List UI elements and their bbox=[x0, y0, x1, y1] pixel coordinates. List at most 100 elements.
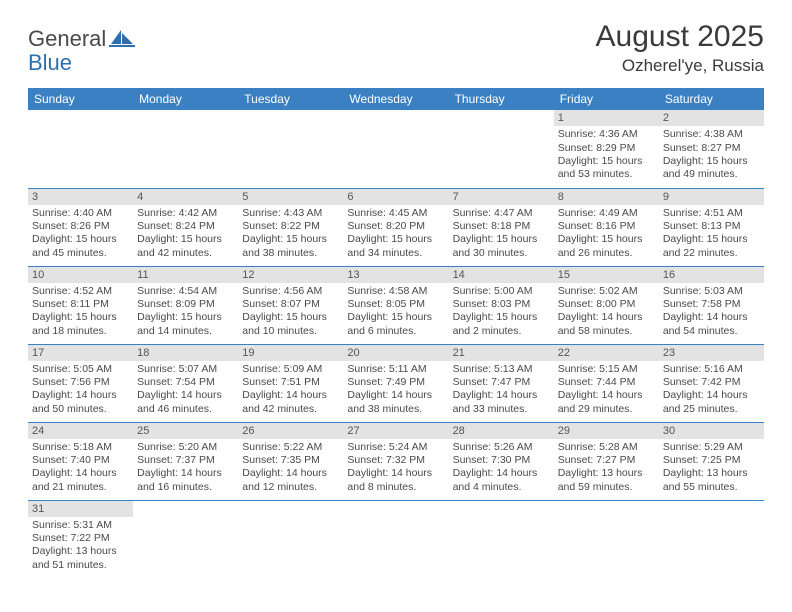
day-number: 30 bbox=[659, 423, 764, 439]
calendar-body: 1Sunrise: 4:36 AMSunset: 8:29 PMDaylight… bbox=[28, 110, 764, 578]
daylight-text: Daylight: 14 hours bbox=[453, 389, 550, 402]
sunrise-text: Sunrise: 4:58 AM bbox=[347, 285, 444, 298]
day-number: 12 bbox=[238, 267, 343, 283]
calendar-cell: 4Sunrise: 4:42 AMSunset: 8:24 PMDaylight… bbox=[133, 188, 238, 266]
month-title: August 2025 bbox=[596, 20, 764, 54]
daylight-text: Daylight: 14 hours bbox=[32, 389, 129, 402]
sunset-text: Sunset: 7:56 PM bbox=[32, 376, 129, 389]
sunset-text: Sunset: 8:18 PM bbox=[453, 220, 550, 233]
sunrise-text: Sunrise: 5:11 AM bbox=[347, 363, 444, 376]
sunset-text: Sunset: 8:00 PM bbox=[558, 298, 655, 311]
sunset-text: Sunset: 8:29 PM bbox=[558, 142, 655, 155]
daylight-text: and 58 minutes. bbox=[558, 325, 655, 338]
sunrise-text: Sunrise: 5:18 AM bbox=[32, 441, 129, 454]
daylight-text: and 51 minutes. bbox=[32, 559, 129, 572]
daylight-text: Daylight: 14 hours bbox=[663, 311, 760, 324]
day-number: 27 bbox=[343, 423, 448, 439]
calendar-cell: 16Sunrise: 5:03 AMSunset: 7:58 PMDayligh… bbox=[659, 266, 764, 344]
daylight-text: Daylight: 14 hours bbox=[558, 311, 655, 324]
calendar-cell: 8Sunrise: 4:49 AMSunset: 8:16 PMDaylight… bbox=[554, 188, 659, 266]
daylight-text: Daylight: 14 hours bbox=[347, 389, 444, 402]
calendar-cell: 18Sunrise: 5:07 AMSunset: 7:54 PMDayligh… bbox=[133, 344, 238, 422]
sunset-text: Sunset: 7:40 PM bbox=[32, 454, 129, 467]
daylight-text: Daylight: 14 hours bbox=[137, 389, 234, 402]
sunrise-text: Sunrise: 4:54 AM bbox=[137, 285, 234, 298]
calendar-cell: 21Sunrise: 5:13 AMSunset: 7:47 PMDayligh… bbox=[449, 344, 554, 422]
sunrise-text: Sunrise: 5:26 AM bbox=[453, 441, 550, 454]
calendar-cell: 10Sunrise: 4:52 AMSunset: 8:11 PMDayligh… bbox=[28, 266, 133, 344]
sunset-text: Sunset: 8:24 PM bbox=[137, 220, 234, 233]
sunset-text: Sunset: 7:58 PM bbox=[663, 298, 760, 311]
daylight-text: Daylight: 15 hours bbox=[242, 233, 339, 246]
calendar-cell bbox=[449, 110, 554, 188]
sunset-text: Sunset: 7:35 PM bbox=[242, 454, 339, 467]
day-number: 17 bbox=[28, 345, 133, 361]
calendar-cell: 25Sunrise: 5:20 AMSunset: 7:37 PMDayligh… bbox=[133, 422, 238, 500]
day-number: 23 bbox=[659, 345, 764, 361]
calendar-cell: 27Sunrise: 5:24 AMSunset: 7:32 PMDayligh… bbox=[343, 422, 448, 500]
daylight-text: Daylight: 15 hours bbox=[137, 233, 234, 246]
daylight-text: Daylight: 15 hours bbox=[558, 155, 655, 168]
daylight-text: Daylight: 14 hours bbox=[453, 467, 550, 480]
sunrise-text: Sunrise: 5:16 AM bbox=[663, 363, 760, 376]
calendar-cell: 20Sunrise: 5:11 AMSunset: 7:49 PMDayligh… bbox=[343, 344, 448, 422]
daylight-text: Daylight: 13 hours bbox=[558, 467, 655, 480]
title-block: August 2025 Ozherel'ye, Russia bbox=[596, 20, 764, 76]
day-number: 25 bbox=[133, 423, 238, 439]
sunset-text: Sunset: 7:37 PM bbox=[137, 454, 234, 467]
day-number: 29 bbox=[554, 423, 659, 439]
sunrise-text: Sunrise: 5:28 AM bbox=[558, 441, 655, 454]
sunrise-text: Sunrise: 5:31 AM bbox=[32, 519, 129, 532]
sunrise-text: Sunrise: 5:13 AM bbox=[453, 363, 550, 376]
day-number: 24 bbox=[28, 423, 133, 439]
daylight-text: and 6 minutes. bbox=[347, 325, 444, 338]
sunrise-text: Sunrise: 5:15 AM bbox=[558, 363, 655, 376]
day-number: 5 bbox=[238, 189, 343, 205]
sunrise-text: Sunrise: 4:56 AM bbox=[242, 285, 339, 298]
daylight-text: Daylight: 13 hours bbox=[663, 467, 760, 480]
daylight-text: and 53 minutes. bbox=[558, 168, 655, 181]
daylight-text: and 42 minutes. bbox=[137, 247, 234, 260]
sunrise-text: Sunrise: 5:02 AM bbox=[558, 285, 655, 298]
daylight-text: Daylight: 15 hours bbox=[558, 233, 655, 246]
sunrise-text: Sunrise: 5:24 AM bbox=[347, 441, 444, 454]
sunrise-text: Sunrise: 4:51 AM bbox=[663, 207, 760, 220]
daylight-text: Daylight: 15 hours bbox=[242, 311, 339, 324]
daylight-text: and 22 minutes. bbox=[663, 247, 760, 260]
calendar-week-row: 24 Sunrise: 5:18 AMSunset: 7:40 PM Dayligh… bbox=[28, 422, 764, 500]
weekday-header: Sunday bbox=[28, 88, 133, 110]
daylight-text: Daylight: 13 hours bbox=[32, 545, 129, 558]
sunrise-text: Sunrise: 4:49 AM bbox=[558, 207, 655, 220]
sunrise-text: Sunrise: 5:20 AM bbox=[137, 441, 234, 454]
daylight-text: and 29 minutes. bbox=[558, 403, 655, 416]
day-number: 19 bbox=[238, 345, 343, 361]
calendar-header-row: Sunday Monday Tuesday Wednesday Thursday… bbox=[28, 88, 764, 110]
daylight-text: Daylight: 14 hours bbox=[242, 389, 339, 402]
sunrise-text: Sunrise: 4:47 AM bbox=[453, 207, 550, 220]
calendar-week-row: 10Sunrise: 4:52 AMSunset: 8:11 PMDayligh… bbox=[28, 266, 764, 344]
calendar-cell: 31Sunrise: 5:31 AMSunset: 7:22 PMDayligh… bbox=[28, 500, 133, 578]
daylight-text: Daylight: 15 hours bbox=[137, 311, 234, 324]
calendar-cell: 29Sunrise: 5:28 AMSunset: 7:27 PMDayligh… bbox=[554, 422, 659, 500]
calendar-cell: 6Sunrise: 4:45 AMSunset: 8:20 PMDaylight… bbox=[343, 188, 448, 266]
brand-blue-wrap: Blue bbox=[28, 50, 72, 76]
sunset-text: Sunset: 8:27 PM bbox=[663, 142, 760, 155]
calendar-cell bbox=[449, 500, 554, 578]
weekday-header: Saturday bbox=[659, 88, 764, 110]
calendar-cell: 28Sunrise: 5:26 AMSunset: 7:30 PMDayligh… bbox=[449, 422, 554, 500]
sunset-text: Sunset: 7:22 PM bbox=[32, 532, 129, 545]
calendar-week-row: 31Sunrise: 5:31 AMSunset: 7:22 PMDayligh… bbox=[28, 500, 764, 578]
day-number: 15 bbox=[554, 267, 659, 283]
daylight-text: and 55 minutes. bbox=[663, 481, 760, 494]
calendar-cell: 5Sunrise: 4:43 AMSunset: 8:22 PMDaylight… bbox=[238, 188, 343, 266]
daylight-text: and 38 minutes. bbox=[242, 247, 339, 260]
calendar-cell: 3Sunrise: 4:40 AMSunset: 8:26 PMDaylight… bbox=[28, 188, 133, 266]
sunset-text: Sunset: 8:11 PM bbox=[32, 298, 129, 311]
sunset-text: Sunset: 8:05 PM bbox=[347, 298, 444, 311]
weekday-header: Tuesday bbox=[238, 88, 343, 110]
daylight-text: Daylight: 15 hours bbox=[453, 233, 550, 246]
calendar-cell: 13Sunrise: 4:58 AMSunset: 8:05 PMDayligh… bbox=[343, 266, 448, 344]
calendar-cell bbox=[238, 500, 343, 578]
sunrise-text: Sunrise: 4:43 AM bbox=[242, 207, 339, 220]
sunset-text: Sunset: 8:20 PM bbox=[347, 220, 444, 233]
